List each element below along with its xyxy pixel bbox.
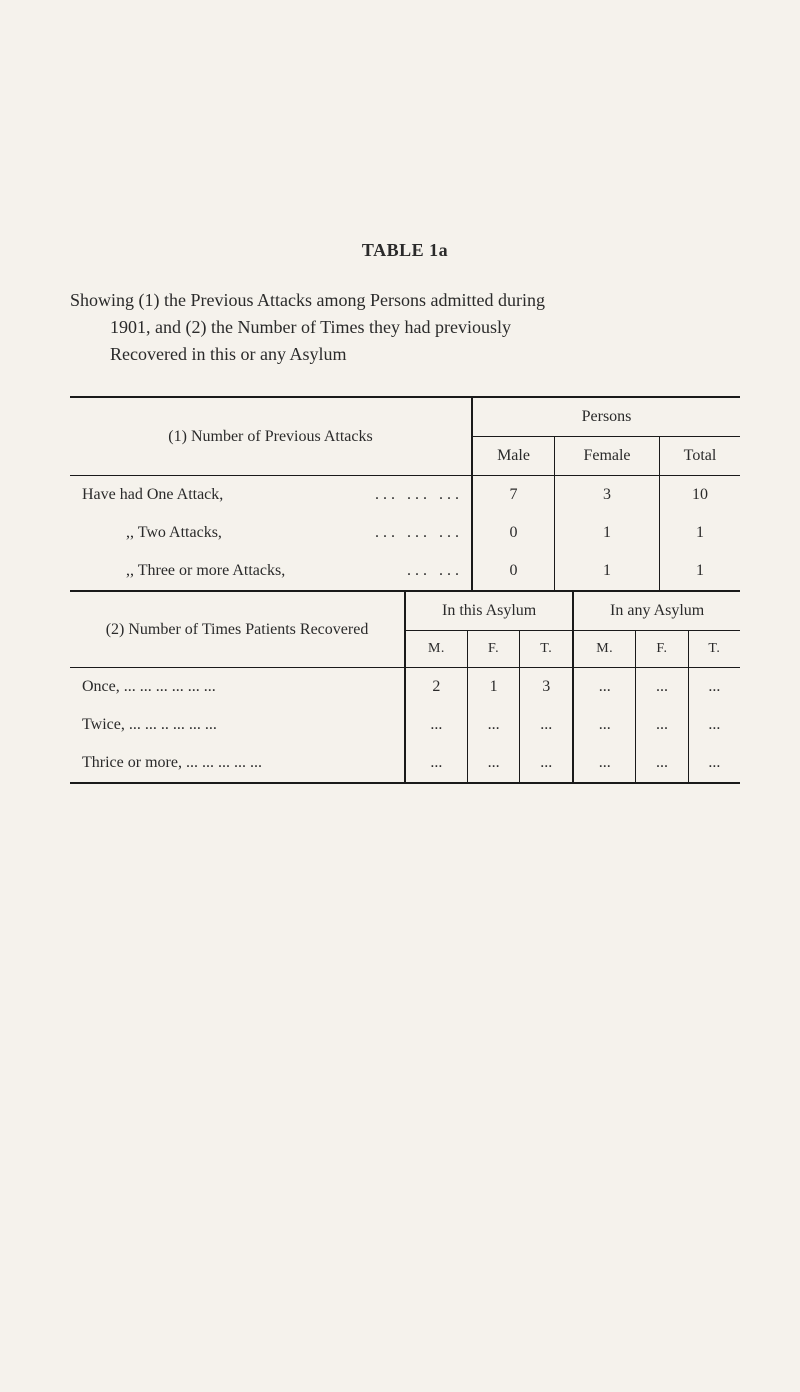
t1-row-label: ,, Three or more Attacks, ... ...	[70, 552, 472, 590]
table-row: Thrice or more, ... ... ... ... ... ... …	[70, 744, 740, 782]
intro-line-3: Recovered in this or any Asylum	[70, 341, 740, 368]
t1-col-male: Male	[472, 437, 555, 476]
cell: ...	[520, 706, 573, 744]
table-row: Have had One Attack, ... ... ... 7 3 10	[70, 476, 740, 515]
table-1-body: Have had One Attack, ... ... ... 7 3 10 …	[70, 476, 740, 591]
cell: ...	[688, 668, 740, 707]
intro-line-2: 1901, and (2) the Number of Times they h…	[70, 314, 740, 341]
cell: ...	[688, 744, 740, 782]
t1-persons-label: Persons	[472, 398, 740, 437]
cell-total: 1	[659, 552, 740, 590]
cell-total: 1	[659, 514, 740, 552]
table-1-header-row: (1) Number of Previous Attacks Persons	[70, 398, 740, 437]
t2-row-label: Thrice or more, ... ... ... ... ...	[70, 744, 405, 782]
page-container: TABLE 1a Showing (1) the Previous Attack…	[0, 0, 800, 784]
t2-sub-f1: F.	[467, 631, 519, 668]
table-row: Once, ... ... ... ... ... ... 2 1 3 ... …	[70, 668, 740, 707]
table-2: (2) Number of Times Patients Recovered I…	[70, 592, 740, 782]
cell: ...	[520, 744, 573, 782]
cell-male: 0	[472, 552, 555, 590]
cell: ...	[573, 744, 635, 782]
cell-total: 10	[659, 476, 740, 515]
t1-row-label: ,, Two Attacks, ... ... ...	[70, 514, 472, 552]
t1-col-female: Female	[555, 437, 660, 476]
cell-female: 1	[555, 514, 660, 552]
t2-group-any: In any Asylum	[573, 592, 740, 631]
t1-row-label: Have had One Attack, ... ... ...	[70, 476, 472, 515]
cell-female: 1	[555, 552, 660, 590]
intro-paragraph: Showing (1) the Previous Attacks among P…	[70, 287, 740, 368]
t2-sub-t1: T.	[520, 631, 573, 668]
t1-number-label: (1) Number of Previous Attacks	[70, 398, 472, 476]
t1-col-total: Total	[659, 437, 740, 476]
cell: ...	[636, 744, 689, 782]
cell: 1	[467, 668, 519, 707]
cell: 3	[520, 668, 573, 707]
t2-group-this: In this Asylum	[405, 592, 573, 631]
table-2-header: (2) Number of Times Patients Recovered I…	[70, 592, 740, 668]
cell-male: 7	[472, 476, 555, 515]
table-row: Twice, ... ... .. ... ... ... ... ... ..…	[70, 706, 740, 744]
t2-sub-t2: T.	[688, 631, 740, 668]
cell-female: 3	[555, 476, 660, 515]
cell: ...	[405, 744, 467, 782]
cell: ...	[688, 706, 740, 744]
table-2-body: Once, ... ... ... ... ... ... 2 1 3 ... …	[70, 668, 740, 783]
cell: ...	[405, 706, 467, 744]
label-text: ,, Three or more Attacks,	[126, 562, 285, 579]
intro-line-1: Showing (1) the Previous Attacks among P…	[70, 287, 740, 314]
t2-sub-m1: M.	[405, 631, 467, 668]
t2-sub-m2: M.	[573, 631, 635, 668]
cell-male: 0	[472, 514, 555, 552]
cell: ...	[636, 668, 689, 707]
ellipsis: ... ... ...	[375, 524, 463, 542]
table-2-wrapper: (2) Number of Times Patients Recovered I…	[70, 592, 740, 784]
table-row: ,, Two Attacks, ... ... ... 0 1 1	[70, 514, 740, 552]
cell: 2	[405, 668, 467, 707]
ellipsis: ... ...	[407, 562, 463, 580]
cell: ...	[573, 668, 635, 707]
cell: ...	[467, 744, 519, 782]
cell: ...	[636, 706, 689, 744]
t2-number-label: (2) Number of Times Patients Recovered	[70, 592, 405, 668]
t2-row-label: Once, ... ... ... ... ... ...	[70, 668, 405, 707]
ellipsis: ... ... ...	[375, 486, 463, 504]
table-title: TABLE 1a	[70, 240, 740, 261]
t2-sub-f2: F.	[636, 631, 689, 668]
label-text: Have had One Attack,	[82, 486, 223, 503]
table-1: (1) Number of Previous Attacks Persons M…	[70, 398, 740, 590]
t2-row-label: Twice, ... ... .. ... ... ...	[70, 706, 405, 744]
table-2-header-row: (2) Number of Times Patients Recovered I…	[70, 592, 740, 631]
rule-bottom-2	[70, 782, 740, 784]
table-row: ,, Three or more Attacks, ... ... 0 1 1	[70, 552, 740, 590]
table-1-wrapper: (1) Number of Previous Attacks Persons M…	[70, 396, 740, 592]
label-text: ,, Two Attacks,	[126, 524, 222, 541]
cell: ...	[467, 706, 519, 744]
cell: ...	[573, 706, 635, 744]
